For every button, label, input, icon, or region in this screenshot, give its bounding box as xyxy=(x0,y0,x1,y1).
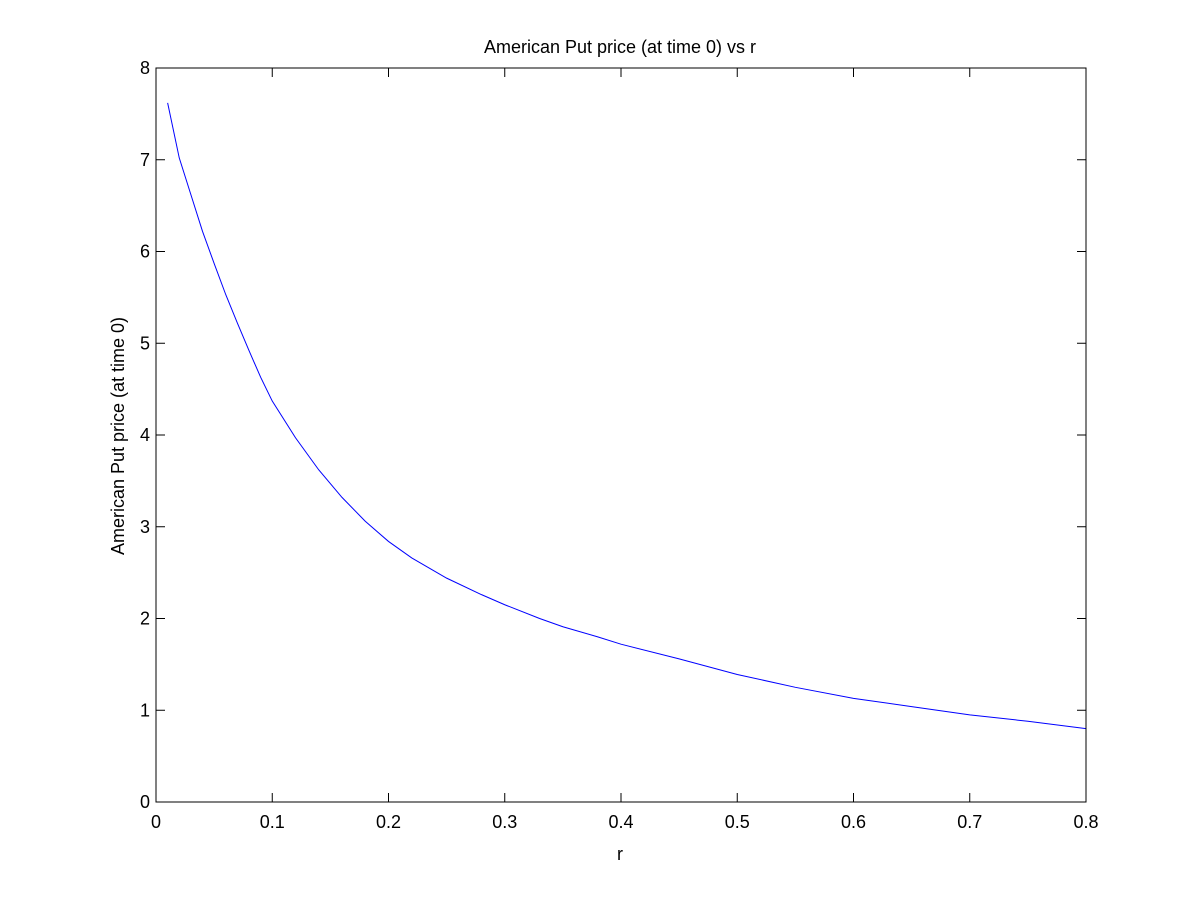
y-tick-label: 6 xyxy=(140,242,150,262)
x-axis-title: r xyxy=(617,844,623,864)
x-tick-label: 0.2 xyxy=(376,812,401,832)
series-line xyxy=(167,102,1087,730)
x-tick-label: 0.3 xyxy=(492,812,517,832)
x-tick-label: 0.5 xyxy=(725,812,750,832)
y-tick-label: 1 xyxy=(140,700,150,720)
y-axis-title: American Put price (at time 0) xyxy=(108,317,128,555)
plot-area xyxy=(156,68,1086,802)
x-tick-labels: 0 0.1 0.2 0.3 0.4 0.5 0.6 0.7 0.8 xyxy=(151,812,1099,832)
y-tick-label: 4 xyxy=(140,425,150,445)
y-tick-labels: 0 1 2 3 4 5 6 7 8 xyxy=(140,58,150,812)
y-tick-label: 3 xyxy=(140,517,150,537)
y-tick-label: 0 xyxy=(140,792,150,812)
y-tick-label: 2 xyxy=(140,609,150,629)
x-tick-label: 0.4 xyxy=(608,812,633,832)
y-tick-label: 7 xyxy=(140,150,150,170)
plot-box xyxy=(155,67,1087,803)
x-tick-label: 0 xyxy=(151,812,161,832)
series-lines xyxy=(167,102,1087,730)
x-tick-label: 0.7 xyxy=(957,812,982,832)
x-tick-label: 0.8 xyxy=(1073,812,1098,832)
chart-title: American Put price (at time 0) vs r xyxy=(484,37,756,57)
y-tick-label: 5 xyxy=(140,333,150,353)
y-tick-label: 8 xyxy=(140,58,150,78)
x-tick-label: 0.1 xyxy=(260,812,285,832)
x-tick-label: 0.6 xyxy=(841,812,866,832)
